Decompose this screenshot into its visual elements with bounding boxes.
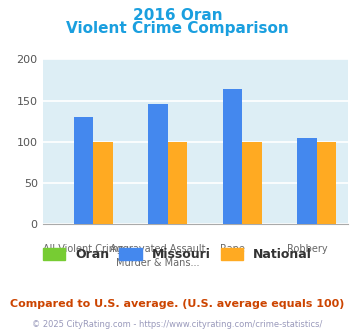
Bar xyxy=(317,142,336,224)
Text: © 2025 CityRating.com - https://www.cityrating.com/crime-statistics/: © 2025 CityRating.com - https://www.city… xyxy=(32,320,323,329)
Text: Murder & Mans...: Murder & Mans... xyxy=(116,258,200,268)
Text: Aggravated Assault: Aggravated Assault xyxy=(110,244,206,254)
Text: Rape: Rape xyxy=(220,244,245,254)
Bar xyxy=(93,142,113,224)
Bar xyxy=(74,117,93,224)
Bar xyxy=(148,104,168,224)
Bar xyxy=(168,142,187,224)
Legend: Oran, Missouri, National: Oran, Missouri, National xyxy=(38,243,317,266)
Text: Violent Crime Comparison: Violent Crime Comparison xyxy=(66,21,289,36)
Text: Compared to U.S. average. (U.S. average equals 100): Compared to U.S. average. (U.S. average … xyxy=(10,299,345,309)
Bar xyxy=(297,138,317,224)
Text: 2016 Oran: 2016 Oran xyxy=(133,8,222,23)
Bar xyxy=(223,89,242,224)
Bar xyxy=(242,142,262,224)
Text: Robbery: Robbery xyxy=(286,244,327,254)
Text: All Violent Crime: All Violent Crime xyxy=(43,244,124,254)
